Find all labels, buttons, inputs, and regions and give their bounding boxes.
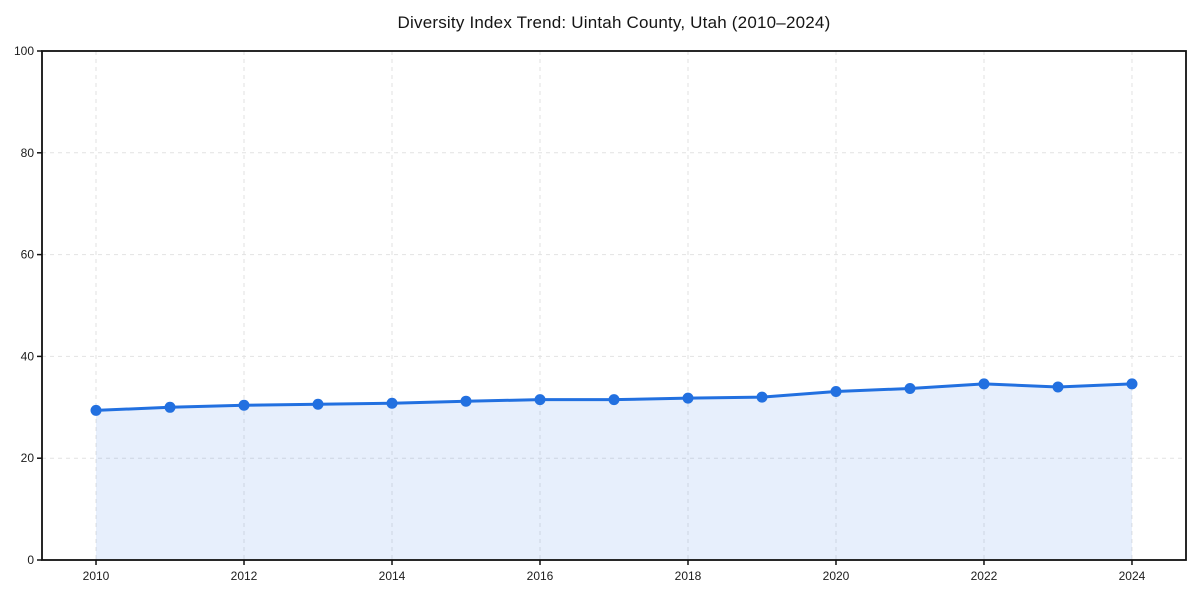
x-tick-label: 2024 [1119,569,1146,583]
axis-box [41,50,1187,561]
x-tick-label: 2010 [83,569,110,583]
data-point-marker [608,394,620,406]
data-point-marker [238,399,250,411]
y-tick-label: 60 [21,248,35,262]
y-tick-label: 40 [21,349,35,363]
x-tick-label: 2016 [527,569,554,583]
data-point-marker [1126,378,1138,390]
chart-title: Diversity Index Trend: Uintah County, Ut… [397,13,831,32]
x-tick-label: 2014 [379,569,406,583]
data-point-marker [312,398,324,410]
y-tick-label: 0 [27,553,34,567]
data-point-marker [534,394,546,406]
data-point-marker [978,378,990,390]
y-tick-label: 80 [21,146,35,160]
y-tick-label: 100 [14,44,34,58]
data-point-marker [904,382,916,394]
data-point-marker [460,395,472,407]
x-tick-label: 2022 [971,569,998,583]
data-point-marker [164,401,176,413]
data-point-marker [386,397,398,409]
data-point-marker [90,404,102,416]
y-tick-label: 20 [21,451,35,465]
x-tick-label: 2012 [231,569,258,583]
x-tick-label: 2018 [675,569,702,583]
data-point-marker [1052,381,1064,393]
data-point-marker [830,386,842,398]
area-fill [96,383,1132,560]
data-point-marker [756,391,768,403]
data-point-marker [682,392,694,404]
x-tick-label: 2020 [823,569,850,583]
